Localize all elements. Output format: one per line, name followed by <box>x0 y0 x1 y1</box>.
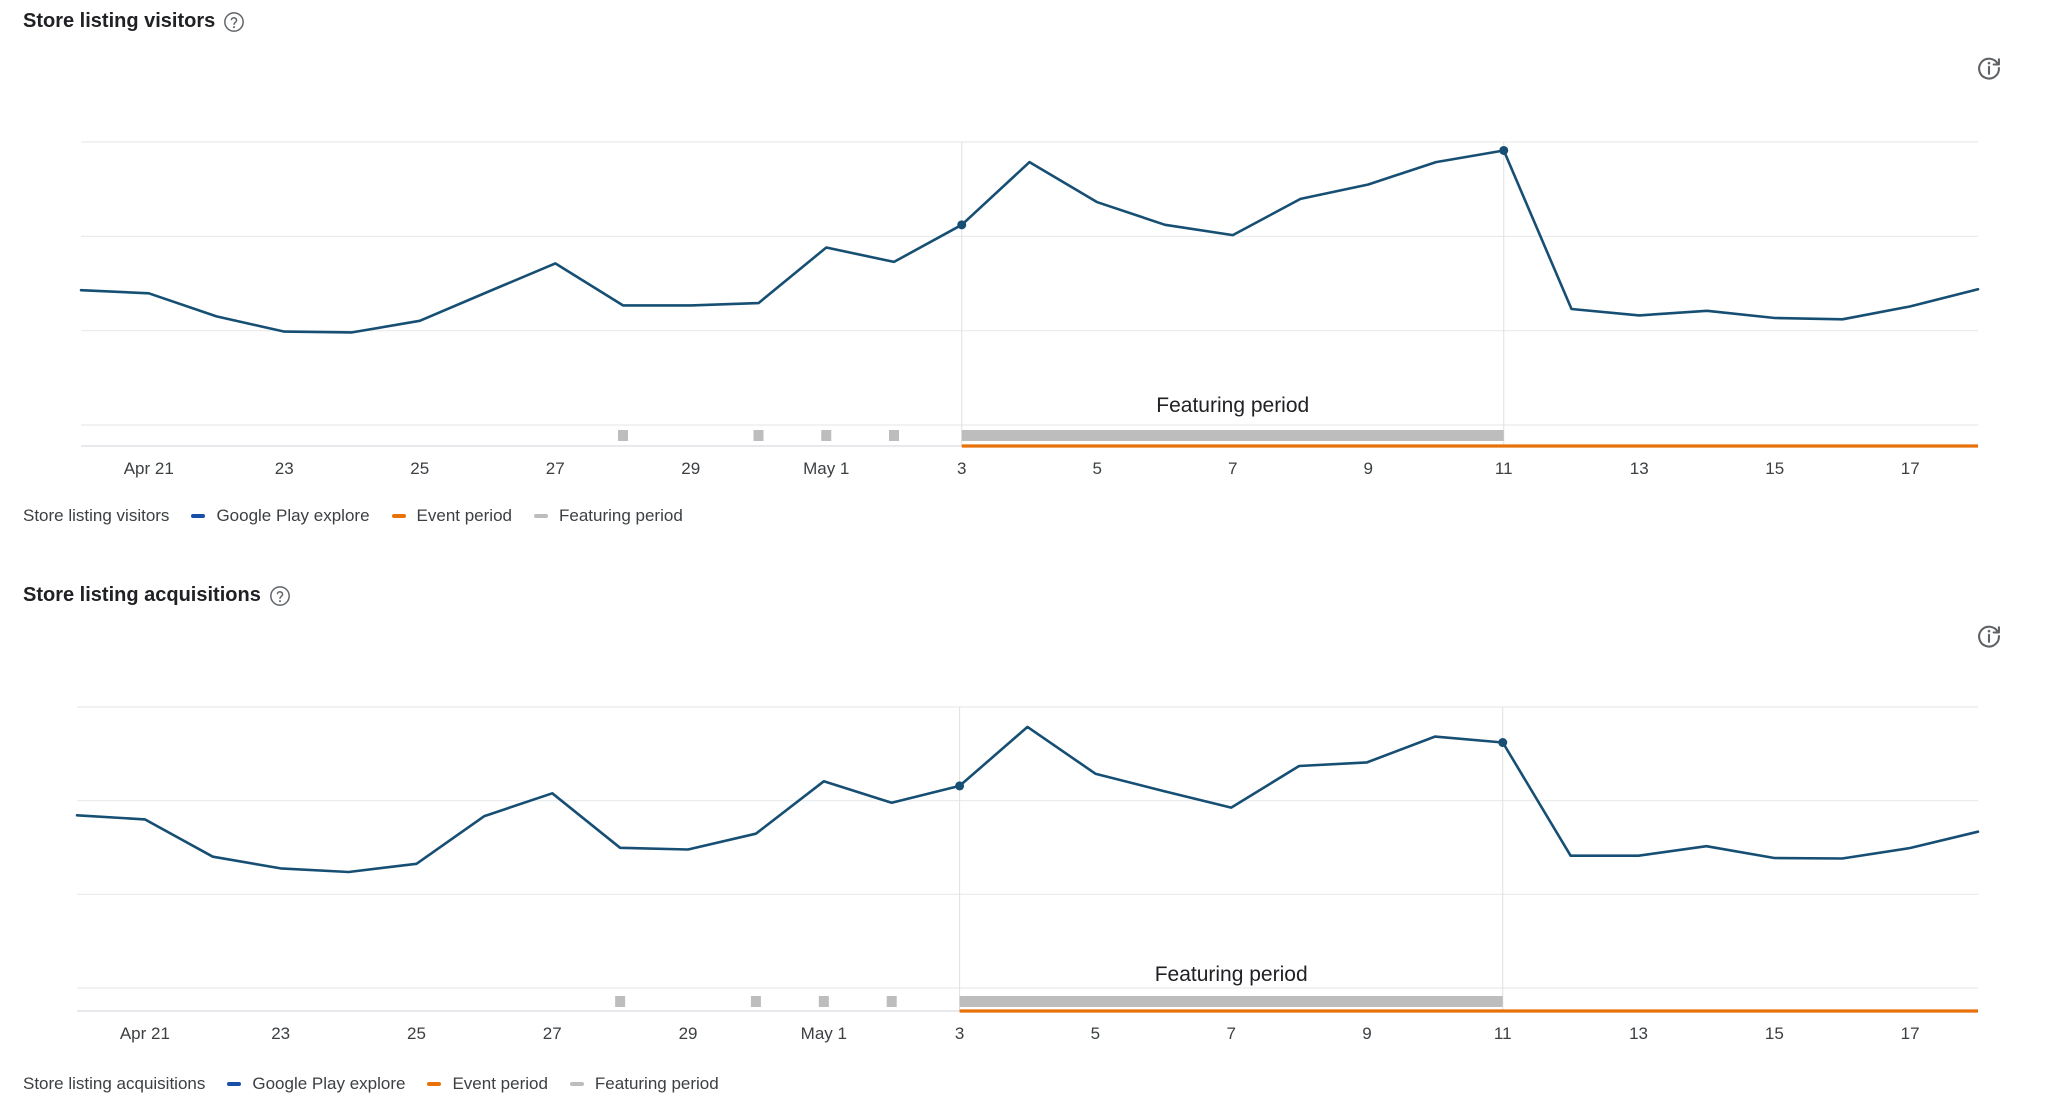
acquisitions-chart-section: Store listing acquisitions Featuring per… <box>0 568 2048 1105</box>
x-tick-label: 25 <box>407 1024 426 1043</box>
x-tick-label: 17 <box>1901 459 1920 478</box>
data-point[interactable] <box>955 781 965 791</box>
featuring-day-marker[interactable] <box>821 430 832 441</box>
visitors-legend: Store listing visitors Google Play explo… <box>23 506 705 526</box>
x-tick-label: 11 <box>1495 459 1513 478</box>
featuring-period-label: Featuring period <box>1156 394 1309 417</box>
x-tick-label: 13 <box>1629 1024 1648 1043</box>
legend-swatch <box>227 1082 242 1086</box>
legend-item-event-period[interactable]: Event period <box>427 1074 548 1094</box>
x-tick-label: 5 <box>1093 459 1102 478</box>
x-tick-label: 3 <box>955 1024 964 1043</box>
reset-zoom-icon[interactable] <box>1975 622 2003 650</box>
featuring-day-marker[interactable] <box>618 430 628 441</box>
x-tick-label: 17 <box>1901 1024 1920 1043</box>
x-tick-label: 7 <box>1228 459 1237 478</box>
legend-label: Featuring period <box>594 1074 719 1093</box>
featuring-period-bar[interactable] <box>961 430 1504 441</box>
legend-metric-label: Store listing acquisitions <box>23 1074 206 1093</box>
visitors-chart-title: Store listing visitors <box>23 10 245 33</box>
legend-swatch <box>191 514 206 518</box>
legend-label: Google Play explore <box>216 506 370 525</box>
x-tick-label: 29 <box>681 459 700 478</box>
x-tick-label: 15 <box>1765 459 1784 478</box>
x-tick-label: 9 <box>1362 1024 1371 1043</box>
legend-metric-label: Store listing visitors <box>23 506 170 525</box>
x-tick-label: 27 <box>543 1024 562 1043</box>
data-point[interactable] <box>1499 145 1509 155</box>
acquisitions-line-chart: Featuring period Apr 21 23 25 27 29 May 1 3 5 7 9 1… <box>75 706 1980 1043</box>
x-tick-label: 25 <box>410 459 429 478</box>
featuring-period-bar[interactable] <box>959 996 1503 1007</box>
x-tick-label: 5 <box>1091 1024 1100 1043</box>
legend-label: Event period <box>416 506 512 525</box>
help-icon[interactable] <box>223 11 245 33</box>
featuring-day-marker[interactable] <box>886 996 897 1007</box>
legend-item-featuring-period[interactable]: Featuring period <box>533 506 683 526</box>
legend-item-google-play-explore[interactable]: Google Play explore <box>227 1074 405 1094</box>
featuring-day-marker[interactable] <box>889 430 899 441</box>
legend-swatch <box>569 1082 584 1086</box>
visitors-line-chart: Featuring period Apr 21 23 25 27 29 May 1 3 5 7 9 1… <box>79 141 1980 478</box>
visitors-title-text: Store listing visitors <box>23 10 216 32</box>
legend-swatch <box>533 514 548 518</box>
x-tick-label: Apr 21 <box>124 459 174 478</box>
x-tick-label: May 1 <box>803 459 849 478</box>
legend-swatch <box>427 1082 442 1086</box>
gridlines <box>81 141 1978 426</box>
x-tick-label: 15 <box>1765 1024 1784 1043</box>
gridlines <box>77 706 1978 989</box>
series-line-google-play-explore[interactable] <box>79 149 1980 334</box>
legend-item-google-play-explore[interactable]: Google Play explore <box>191 506 370 526</box>
x-tick-label: May 1 <box>801 1024 847 1043</box>
acquisitions-chart-title: Store listing acquisitions <box>23 584 291 607</box>
featuring-day-marker[interactable] <box>615 996 626 1007</box>
acquisitions-title-text: Store listing acquisitions <box>23 584 261 606</box>
x-tick-label: 29 <box>679 1024 698 1043</box>
help-icon[interactable] <box>269 585 291 607</box>
x-tick-label: 7 <box>1226 1024 1235 1043</box>
reset-zoom-icon[interactable] <box>1975 54 2003 82</box>
x-tick-label: 9 <box>1364 459 1373 478</box>
legend-label: Featuring period <box>558 506 683 525</box>
series-line-google-play-explore[interactable] <box>75 725 1980 874</box>
x-tick-label: 11 <box>1494 1024 1512 1043</box>
data-point[interactable] <box>1498 738 1508 748</box>
x-tick-label: 27 <box>546 459 565 478</box>
featuring-day-marker[interactable] <box>753 430 764 441</box>
legend-item-featuring-period[interactable]: Featuring period <box>569 1074 719 1094</box>
featuring-day-marker[interactable] <box>750 996 761 1007</box>
data-point[interactable] <box>957 220 967 230</box>
legend-swatch <box>391 514 406 518</box>
x-tick-label: 3 <box>957 459 966 478</box>
x-tick-label: 23 <box>271 1024 290 1043</box>
legend-label: Google Play explore <box>252 1074 406 1093</box>
x-tick-label: 23 <box>275 459 294 478</box>
x-tick-label: Apr 21 <box>120 1024 170 1043</box>
x-tick-label: 13 <box>1630 459 1649 478</box>
legend-label: Event period <box>452 1074 548 1093</box>
featuring-day-marker[interactable] <box>818 996 829 1007</box>
featuring-period-label: Featuring period <box>1155 963 1308 986</box>
acquisitions-legend: Store listing acquisitions Google Play e… <box>23 1074 741 1094</box>
visitors-chart-section: Store listing visitors Featuring period A… <box>23 10 2003 526</box>
legend-item-event-period[interactable]: Event period <box>391 506 512 526</box>
